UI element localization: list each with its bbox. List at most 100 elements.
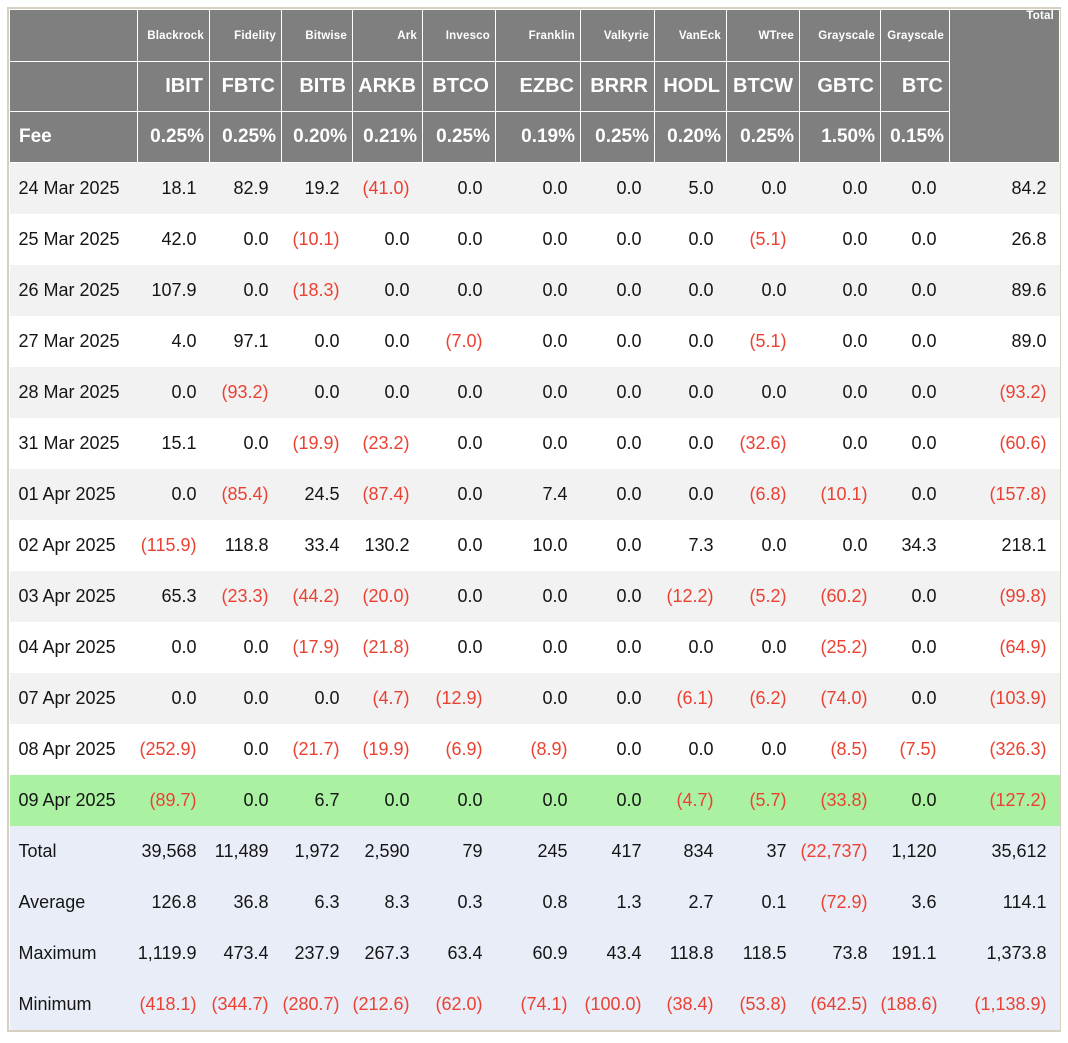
summary-value: (62.0) [435,993,483,1014]
table-row: 28 Mar 2025 0.0 (93.2) 0.0 0.0 0.0 0.0 0.0 0.0 0.… [9,366,1060,418]
fee-value: 1.50% [799,111,881,163]
flow-value: (21.8) [362,636,410,657]
flow-value: 0.0 [542,636,568,657]
summary-value: 245 [537,840,568,861]
flow-value: 0.0 [688,279,714,300]
table-row: 26 Mar 2025 107.9 0.0 (18.3) 0.0 0.0 0.0 0.0 0.0… [9,264,1060,316]
flow-value: 0.0 [911,432,937,453]
table-row: 07 Apr 2025 0.0 0.0 0.0 (4.7) (12.9) 0.0 0.0 (6.… [9,672,1060,724]
summary-value: 1,972 [294,840,340,861]
summary-value: (53.8) [739,993,787,1014]
summary-value: 417 [611,840,642,861]
flow-value: 0.0 [761,177,787,198]
flow-value: (8.9) [530,738,568,759]
table-body: 24 Mar 2025 18.1 82.9 19.2 (41.0) 0.0 0.0 0.0 5.… [9,162,1060,826]
flow-value: 0.0 [616,534,642,555]
summary-row-label: Minimum [18,993,92,1014]
flow-value: 0.0 [314,330,340,351]
summary-value: (642.5) [810,993,868,1014]
flow-value: 0.0 [911,279,937,300]
flow-value: (8.5) [830,738,868,759]
flow-value: 0.0 [911,585,937,606]
flow-value: 4.0 [171,330,197,351]
flow-value: 84.2 [1011,177,1047,198]
flow-value: 0.0 [457,534,483,555]
row-date-label: 08 Apr 2025 [18,738,116,759]
row-date-label: 31 Mar 2025 [18,432,120,453]
flow-value: 0.0 [384,279,410,300]
fee-value: 0.15% [880,111,950,163]
flow-value: 0.0 [542,381,568,402]
flow-value: 0.0 [384,789,410,810]
fee-value: 0.25% [137,111,210,163]
flow-value: 0.0 [842,228,868,249]
flow-value: 42.0 [161,228,197,249]
summary-value: 191.1 [891,942,937,963]
summary-value: 60.9 [532,942,568,963]
flow-value: 89.0 [1011,330,1047,351]
issuer-header: Franklin [495,9,581,62]
fee-value: 0.19% [495,111,581,163]
table-row: 01 Apr 2025 0.0 (85.4) 24.5 (87.4) 0.0 7.4 0.0 0… [9,468,1060,520]
table-row: 31 Mar 2025 15.1 0.0 (19.9) (23.2) 0.0 0.0 0.0 0… [9,417,1060,469]
flow-value: (23.2) [362,432,410,453]
row-date-label: 26 Mar 2025 [18,279,120,300]
summary-value: 79 [462,840,483,861]
summary-value: 473.4 [223,942,269,963]
summary-value: 11,489 [214,840,269,861]
flow-value: 0.0 [457,636,483,657]
table-row: 08 Apr 2025 (252.9) 0.0 (21.7) (19.9) (6.9) (8… [9,723,1060,775]
summary-value: 267.3 [364,942,410,963]
issuer-header: Blackrock [137,9,210,62]
flow-value: (74.0) [820,687,868,708]
table-header: Blackrock Fidelity Bitwise Ark Invesco Frankl… [9,9,1060,163]
flow-value: 107.9 [151,279,197,300]
flow-value: 0.0 [616,381,642,402]
row-date-label: 03 Apr 2025 [18,585,116,606]
issuer-header: Fidelity [209,9,282,62]
flow-value: 0.0 [171,483,197,504]
flow-value: 6.7 [314,789,340,810]
flow-value: (41.0) [362,177,410,198]
summary-row: Total 39,568 11,489 1,972 2,590 79 245 417 834 37… [9,825,1060,877]
corner-cell [9,9,138,62]
flow-value: (103.9) [989,687,1047,708]
flow-value: (19.9) [292,432,340,453]
flow-value: (18.3) [292,279,340,300]
flow-value: (32.6) [739,432,787,453]
flow-value: 0.0 [314,381,340,402]
flow-value: 0.0 [911,381,937,402]
etf-flows-table: Blackrock Fidelity Bitwise Ark Invesco Frankl… [9,9,1060,1030]
flow-value: (5.2) [749,585,787,606]
issuer-header: Ark [352,9,423,62]
summary-value: 73.8 [832,942,868,963]
flow-value: 0.0 [616,636,642,657]
flow-value: 0.0 [842,330,868,351]
flow-value: 0.0 [243,432,269,453]
ticker-header: BTCO [422,61,496,112]
flow-value: (85.4) [221,483,269,504]
flow-value: 0.0 [842,432,868,453]
fee-header-row: Fee 0.25% 0.25% 0.20% 0.21% 0.25% 0.19% 0.25% 0.… [9,111,1060,163]
ticker-header: GBTC [799,61,881,112]
summary-value: 43.4 [606,942,642,963]
fee-value: 0.20% [654,111,727,163]
flow-value: 0.0 [457,789,483,810]
summary-value: (188.6) [880,993,938,1014]
issuer-header-row: Blackrock Fidelity Bitwise Ark Invesco Frankl… [9,9,1060,163]
flow-value: 0.0 [616,789,642,810]
flow-value: (19.9) [362,738,410,759]
row-date-label: 25 Mar 2025 [18,228,120,249]
table-row: 24 Mar 2025 18.1 82.9 19.2 (41.0) 0.0 0.0 0.0 5.… [9,162,1060,214]
flow-value: 0.0 [243,738,269,759]
summary-value: (72.9) [820,891,868,912]
flow-value: 0.0 [761,636,787,657]
summary-row-label: Maximum [18,942,97,963]
flow-value: 0.0 [688,636,714,657]
ticker-header: HODL [654,61,727,112]
flow-value: 24.5 [304,483,340,504]
summary-value: (100.0) [584,993,642,1014]
fee-value: 0.21% [352,111,423,163]
issuer-header: Invesco [422,9,496,62]
ticker-header: BTCW [726,61,800,112]
